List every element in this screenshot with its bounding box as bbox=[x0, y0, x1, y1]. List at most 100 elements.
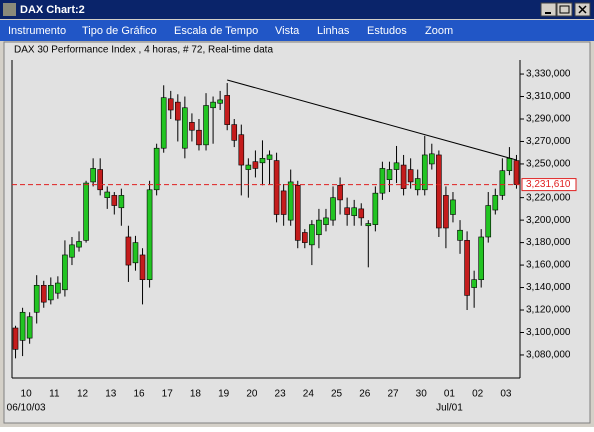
y-tick-label: 3,080,000 bbox=[526, 350, 571, 361]
x-tick-label: 02 bbox=[472, 389, 484, 400]
candle-body bbox=[344, 207, 350, 215]
y-tick-label: 3,290,000 bbox=[526, 114, 571, 125]
last-price-label: 3,231,610 bbox=[526, 179, 571, 190]
candle-body bbox=[132, 242, 139, 264]
candle-body bbox=[153, 147, 160, 191]
menu-item[interactable]: Instrumento bbox=[8, 25, 66, 37]
x-tick-label: 27 bbox=[387, 389, 399, 400]
candle-body bbox=[358, 208, 365, 219]
y-tick-label: 3,160,000 bbox=[526, 260, 571, 271]
candle-body bbox=[407, 169, 414, 183]
chart-title: DAX 30 Performance Index , 4 horas, # 72… bbox=[14, 45, 273, 56]
candle-body bbox=[280, 190, 287, 215]
candle-body bbox=[471, 279, 477, 288]
x-tick-label: 24 bbox=[303, 389, 315, 400]
y-tick-label: 3,330,000 bbox=[526, 69, 571, 80]
candle-body bbox=[69, 244, 75, 258]
candle-body bbox=[40, 284, 47, 303]
candle-body bbox=[450, 199, 456, 215]
minimize-button[interactable] bbox=[540, 2, 557, 17]
close-icon bbox=[578, 5, 587, 14]
candle-body bbox=[273, 160, 280, 215]
x-tick-label: 16 bbox=[133, 389, 145, 400]
candle-body bbox=[97, 169, 103, 191]
candle-body bbox=[33, 284, 40, 313]
last-price-box bbox=[521, 178, 577, 192]
maximize-button[interactable] bbox=[556, 2, 573, 17]
candle-body bbox=[252, 161, 259, 169]
candle-body bbox=[330, 197, 336, 221]
trend-line bbox=[227, 79, 517, 161]
candle-body bbox=[160, 97, 167, 149]
candle-body bbox=[400, 164, 407, 189]
candle-body bbox=[513, 160, 520, 185]
y-tick-label: 3,200,000 bbox=[526, 215, 571, 226]
x-sublabel: Jul/01 bbox=[436, 403, 463, 414]
y-tick-label: 3,120,000 bbox=[526, 305, 571, 316]
candle-body bbox=[266, 154, 273, 160]
candle-body bbox=[182, 107, 188, 149]
candle-body bbox=[302, 232, 308, 243]
y-tick-label: 3,310,000 bbox=[526, 91, 571, 102]
candle-body bbox=[111, 195, 118, 206]
x-tick-label: 10 bbox=[21, 389, 33, 400]
candle-body bbox=[48, 284, 54, 301]
y-tick-label: 3,220,000 bbox=[526, 192, 571, 203]
menu-item[interactable]: Escala de Tempo bbox=[174, 25, 258, 37]
menu-item[interactable]: Vista bbox=[275, 25, 300, 37]
x-tick-label: 19 bbox=[218, 389, 230, 400]
x-tick-label: 18 bbox=[190, 389, 202, 400]
candle-body bbox=[372, 192, 379, 225]
window-buttons bbox=[540, 2, 591, 17]
candle-body bbox=[337, 184, 343, 201]
x-tick-label: 12 bbox=[77, 389, 89, 400]
candle-body bbox=[393, 162, 400, 170]
candle-body bbox=[196, 129, 202, 146]
x-tick-label: 20 bbox=[246, 389, 258, 400]
window-title: DAX Chart:2 bbox=[20, 4, 85, 16]
candle-body bbox=[224, 95, 230, 125]
menu-item[interactable]: Tipo de Gráfico bbox=[82, 25, 157, 37]
menu-item[interactable]: Linhas bbox=[317, 25, 350, 37]
candle-body bbox=[90, 168, 96, 183]
candle-body bbox=[146, 189, 153, 280]
x-tick-label: 17 bbox=[162, 389, 174, 400]
candle-body bbox=[457, 229, 463, 241]
x-tick-label: 25 bbox=[331, 389, 343, 400]
x-sublabel: 06/10/03 bbox=[7, 403, 46, 414]
candle-body bbox=[316, 219, 322, 236]
y-tick-label: 3,180,000 bbox=[526, 237, 571, 248]
candle-body bbox=[323, 217, 329, 225]
candle-body bbox=[294, 184, 301, 241]
x-tick-label: 03 bbox=[500, 389, 512, 400]
candle-body bbox=[83, 182, 89, 241]
y-tick-label: 3,250,000 bbox=[526, 159, 571, 170]
x-tick-label: 01 bbox=[444, 389, 456, 400]
candle-body bbox=[443, 195, 449, 229]
app-icon bbox=[3, 3, 16, 16]
candle-body bbox=[203, 105, 209, 146]
menu-bar bbox=[0, 20, 594, 41]
candle-body bbox=[245, 164, 252, 170]
y-tick-label: 3,270,000 bbox=[526, 136, 571, 147]
candle-body bbox=[125, 236, 132, 266]
candle-body bbox=[175, 101, 181, 121]
candle-body bbox=[217, 99, 223, 104]
maximize-icon bbox=[559, 5, 570, 14]
candle-body bbox=[429, 153, 435, 165]
candle-body bbox=[55, 282, 61, 294]
candle-body bbox=[287, 181, 294, 221]
candle-body bbox=[478, 236, 484, 280]
menu-item[interactable]: Zoom bbox=[425, 25, 453, 37]
candle-body bbox=[210, 101, 216, 109]
candle-body bbox=[231, 124, 238, 141]
candle-body bbox=[19, 311, 26, 341]
candle-body bbox=[118, 195, 125, 209]
candle-body bbox=[76, 241, 82, 248]
candle-body bbox=[464, 240, 470, 296]
y-tick-label: 3,100,000 bbox=[526, 327, 571, 338]
candle-body bbox=[506, 158, 513, 171]
menu-item[interactable]: Estudos bbox=[367, 25, 407, 37]
x-tick-label: 30 bbox=[416, 389, 428, 400]
